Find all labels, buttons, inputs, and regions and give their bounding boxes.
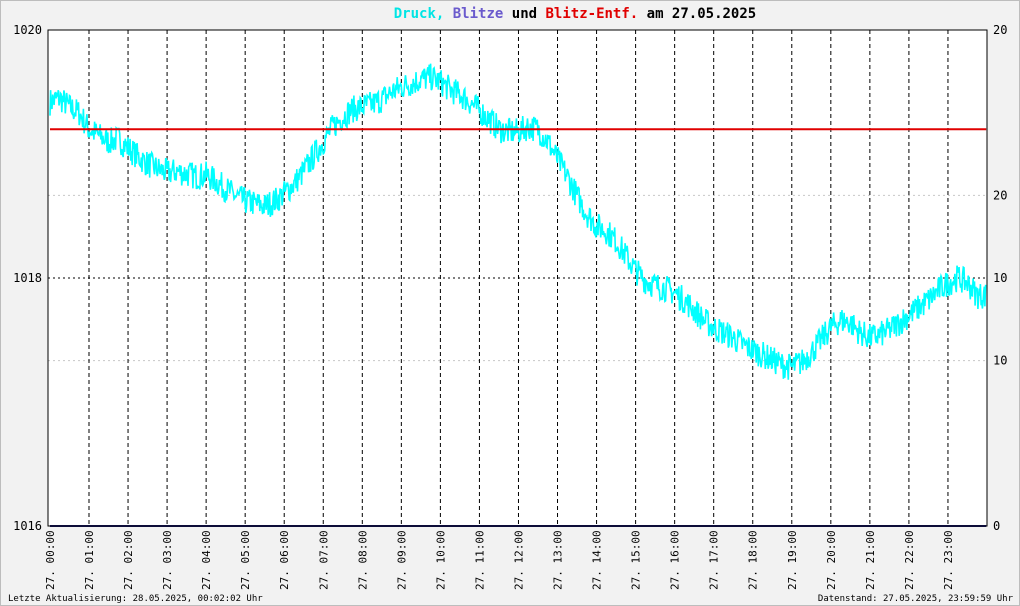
x-tick-label: 27. 08:00 — [356, 530, 369, 590]
x-tick-label: 27. 09:00 — [395, 530, 408, 590]
footer-data-status: Datenstand: 27.05.2025, 23:59:59 Uhr — [818, 594, 1014, 604]
x-tick-label: 27. 07:00 — [317, 530, 330, 590]
right-tick-label: 10 — [993, 271, 1007, 285]
x-tick-label: 27. 23:00 — [942, 530, 955, 590]
left-tick-label: 1018 — [13, 271, 42, 285]
x-tick-label: 27. 17:00 — [708, 530, 721, 590]
plot-border — [47, 29, 988, 527]
x-tick-label: 27. 19:00 — [786, 530, 799, 590]
chart-title: Druck, Blitze und Blitz-Entf. am 27.05.2… — [394, 6, 756, 22]
right-axis-ticks: 0 10 20 10 20 — [993, 23, 1007, 533]
x-tick-label: 27. 20:00 — [825, 530, 838, 590]
right-tick-label: 0 — [993, 519, 1000, 533]
x-tick-label: 27. 00:00 — [44, 530, 57, 590]
x-tick-label: 27. 11:00 — [473, 530, 486, 590]
x-tick-label: 27. 16:00 — [669, 530, 682, 590]
x-tick-label: 27. 15:00 — [630, 530, 643, 590]
title-part: Blitz-Entf. — [537, 6, 638, 22]
title-part: Blitze — [444, 6, 503, 22]
x-tick-label: 27. 22:00 — [903, 530, 916, 590]
x-axis-ticks: 27. 00:00 27. 01:00 27. 02:00 27. 03:00 27. … — [44, 530, 955, 590]
title-part: und — [503, 6, 537, 22]
title-part: Druck, — [394, 6, 445, 22]
title-part: am 27.05.2025 — [638, 6, 756, 22]
vertical-gridlines — [88, 30, 949, 526]
left-tick-label: 1016 — [13, 519, 42, 533]
x-tick-label: 27. 18:00 — [747, 530, 760, 590]
right-tick-label-red: 20 — [993, 188, 1007, 202]
left-axis-ticks: 1016 1018 1020 — [13, 23, 42, 533]
x-tick-label: 27. 21:00 — [864, 530, 877, 590]
horizontal-gridlines — [48, 194, 987, 362]
x-tick-label: 27. 03:00 — [161, 530, 174, 590]
x-tick-label: 27. 13:00 — [552, 530, 565, 590]
x-tick-label: 27. 04:00 — [200, 530, 213, 590]
x-tick-label: 27. 06:00 — [278, 530, 291, 590]
x-tick-label: 27. 01:00 — [83, 530, 96, 590]
right-tick-label: 20 — [993, 23, 1007, 37]
x-tick-label: 27. 02:00 — [122, 530, 135, 590]
left-tick-label: 1020 — [13, 23, 42, 37]
right-tick-label-red: 10 — [993, 354, 1007, 368]
x-tick-label: 27. 14:00 — [591, 530, 604, 590]
x-tick-label: 27. 05:00 — [239, 530, 252, 590]
x-tick-label: 27. 12:00 — [512, 530, 525, 590]
x-tick-label: 27. 10:00 — [434, 530, 447, 590]
footer-last-update: Letzte Aktualisierung: 28.05.2025, 00:02… — [8, 594, 263, 604]
